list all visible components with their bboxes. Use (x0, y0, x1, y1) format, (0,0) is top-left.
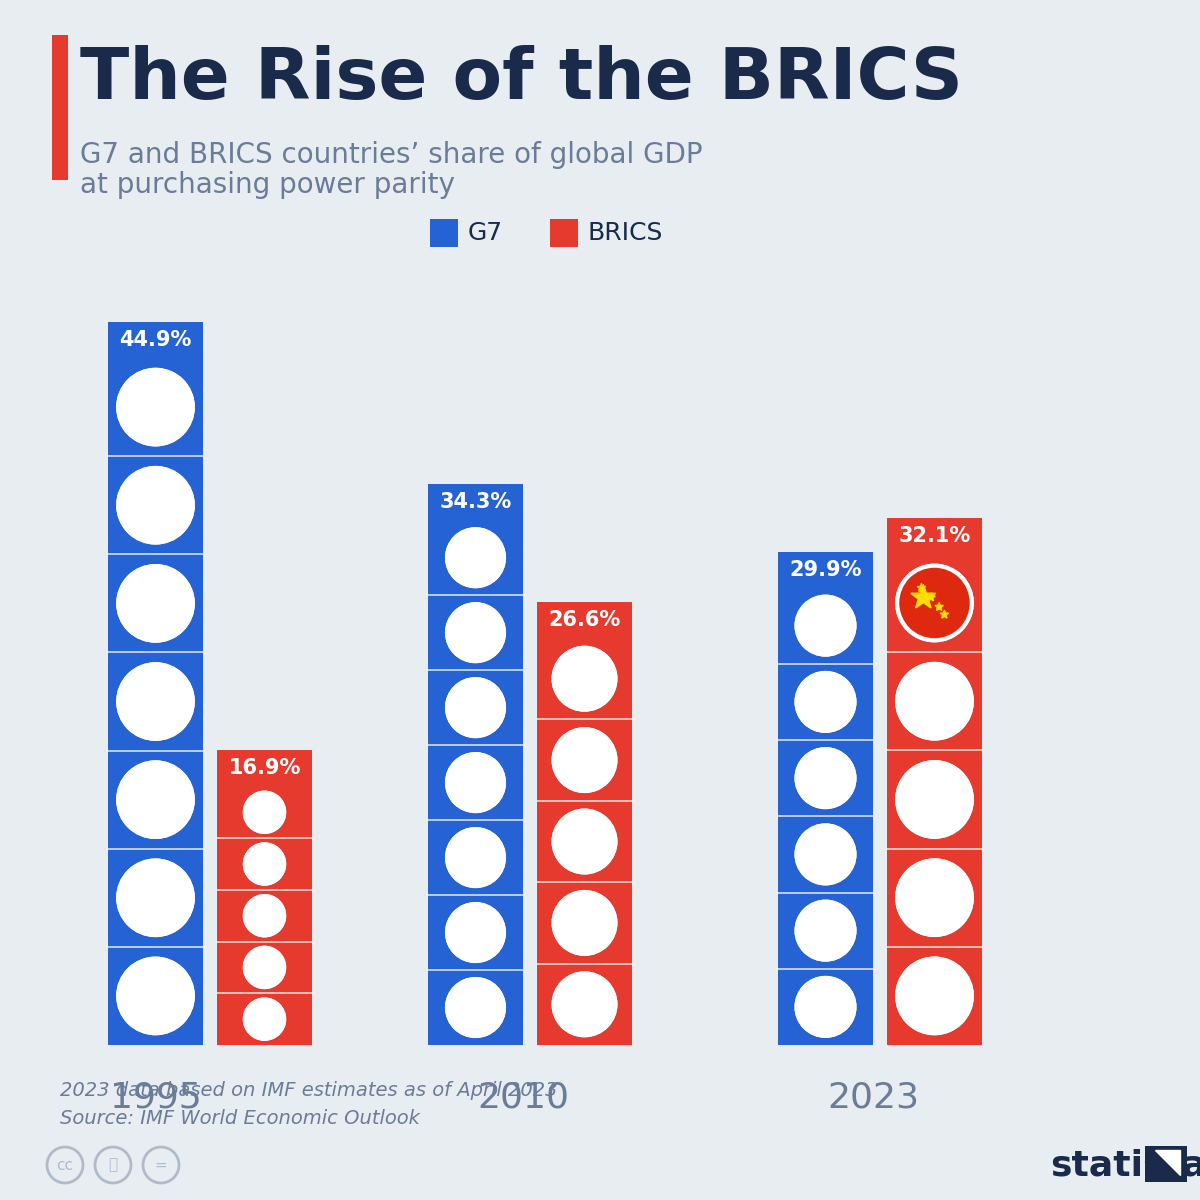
Circle shape (245, 948, 284, 988)
FancyBboxPatch shape (797, 768, 854, 787)
Circle shape (463, 620, 488, 646)
Polygon shape (553, 996, 584, 1012)
FancyBboxPatch shape (553, 1010, 616, 1036)
Circle shape (138, 1002, 145, 1009)
Circle shape (245, 896, 284, 935)
Text: 26.6%: 26.6% (548, 610, 620, 630)
Circle shape (553, 648, 616, 709)
Circle shape (553, 973, 616, 1036)
FancyBboxPatch shape (887, 554, 982, 1045)
Circle shape (797, 749, 854, 808)
Polygon shape (570, 662, 577, 670)
FancyBboxPatch shape (245, 1024, 284, 1039)
Circle shape (898, 664, 972, 738)
FancyBboxPatch shape (217, 750, 312, 786)
FancyBboxPatch shape (119, 762, 143, 836)
Circle shape (139, 488, 173, 522)
Circle shape (895, 956, 974, 1036)
FancyBboxPatch shape (245, 858, 284, 870)
Polygon shape (245, 1016, 259, 1022)
Circle shape (168, 992, 176, 1000)
Circle shape (116, 662, 194, 740)
Circle shape (476, 992, 482, 998)
Circle shape (794, 671, 857, 733)
FancyBboxPatch shape (245, 845, 284, 858)
FancyBboxPatch shape (553, 852, 616, 872)
Circle shape (462, 1013, 468, 1018)
FancyBboxPatch shape (430, 218, 458, 247)
Circle shape (119, 468, 193, 542)
Polygon shape (553, 1000, 575, 1009)
FancyBboxPatch shape (448, 580, 504, 584)
Polygon shape (911, 584, 936, 608)
Circle shape (119, 762, 193, 836)
Text: 1995: 1995 (109, 1080, 202, 1114)
Polygon shape (584, 678, 592, 685)
FancyBboxPatch shape (797, 901, 816, 960)
FancyBboxPatch shape (119, 394, 193, 400)
Circle shape (797, 596, 854, 655)
FancyBboxPatch shape (448, 539, 504, 544)
Wedge shape (797, 916, 826, 946)
FancyBboxPatch shape (119, 404, 193, 409)
Circle shape (257, 960, 272, 974)
Text: 34.3%: 34.3% (439, 492, 511, 512)
Circle shape (476, 1016, 482, 1022)
Circle shape (242, 946, 286, 989)
Circle shape (552, 646, 618, 712)
Text: 2010: 2010 (478, 1080, 569, 1114)
Circle shape (445, 677, 506, 738)
FancyBboxPatch shape (887, 518, 982, 554)
Polygon shape (578, 671, 586, 677)
Circle shape (242, 842, 286, 886)
Text: G7 and BRICS countries’ share of global GDP: G7 and BRICS countries’ share of global … (80, 140, 703, 169)
Polygon shape (935, 602, 943, 611)
Circle shape (445, 977, 506, 1038)
Polygon shape (917, 583, 925, 592)
Polygon shape (898, 986, 935, 1006)
Circle shape (119, 860, 193, 935)
FancyBboxPatch shape (797, 648, 854, 653)
FancyBboxPatch shape (550, 218, 578, 247)
Circle shape (157, 977, 164, 984)
Circle shape (895, 564, 974, 642)
FancyBboxPatch shape (797, 632, 854, 636)
Circle shape (553, 730, 616, 791)
Wedge shape (119, 781, 156, 818)
Circle shape (797, 901, 854, 960)
FancyBboxPatch shape (797, 826, 816, 883)
Wedge shape (119, 762, 156, 836)
Polygon shape (898, 990, 923, 1002)
Circle shape (797, 826, 854, 883)
Text: 44.9%: 44.9% (119, 330, 192, 350)
FancyBboxPatch shape (143, 665, 168, 739)
Text: 16.9%: 16.9% (228, 758, 301, 779)
FancyBboxPatch shape (778, 552, 874, 588)
FancyBboxPatch shape (1145, 1146, 1187, 1182)
Circle shape (552, 809, 618, 875)
Circle shape (797, 901, 854, 960)
Text: statista: statista (1050, 1148, 1200, 1182)
FancyBboxPatch shape (119, 370, 156, 407)
Circle shape (552, 727, 618, 793)
Circle shape (119, 370, 193, 444)
FancyBboxPatch shape (245, 896, 284, 916)
FancyBboxPatch shape (898, 664, 972, 690)
Polygon shape (260, 806, 265, 811)
Circle shape (898, 762, 972, 836)
FancyBboxPatch shape (797, 616, 854, 619)
FancyBboxPatch shape (538, 602, 632, 638)
Circle shape (119, 665, 193, 739)
Circle shape (245, 793, 284, 832)
Text: ⓘ: ⓘ (108, 1158, 118, 1172)
FancyBboxPatch shape (448, 532, 504, 535)
Circle shape (242, 791, 286, 834)
Circle shape (467, 998, 484, 1016)
FancyBboxPatch shape (428, 521, 523, 1045)
Polygon shape (252, 803, 265, 815)
Circle shape (895, 858, 974, 937)
Circle shape (116, 761, 194, 839)
FancyBboxPatch shape (448, 529, 475, 558)
Circle shape (119, 762, 193, 836)
